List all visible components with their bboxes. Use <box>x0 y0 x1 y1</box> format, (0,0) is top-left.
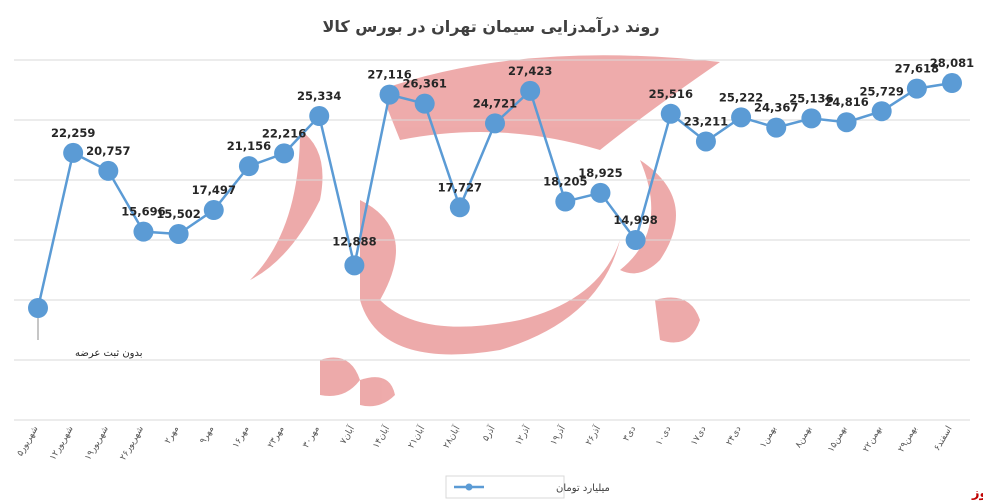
data-point <box>449 197 470 218</box>
legend-marker-icon <box>465 483 473 491</box>
data-label: 25,334 <box>297 89 341 103</box>
brand-logo-text: بورس نیوز <box>971 486 983 501</box>
data-point <box>555 191 576 212</box>
data-label: 26,361 <box>402 77 446 91</box>
data-label: بدون ثبت عرضه <box>75 348 143 359</box>
data-label: 25,516 <box>649 87 693 101</box>
data-point <box>63 142 84 163</box>
data-point <box>871 101 892 122</box>
data-point <box>801 108 822 129</box>
data-point <box>133 221 154 242</box>
data-label: 28,081 <box>930 56 974 70</box>
series-line-group <box>28 73 962 340</box>
data-label: 20,757 <box>86 144 130 158</box>
data-label: 23,211 <box>684 114 728 128</box>
chart-title: روند درآمدزایی سیمان تهران در بورس کالا <box>322 16 659 36</box>
data-point <box>274 143 295 164</box>
data-label: 15,502 <box>156 207 200 221</box>
data-label: 27,423 <box>508 64 552 78</box>
legend-box <box>445 475 565 499</box>
data-point <box>836 112 857 133</box>
data-label: 27,116 <box>367 68 411 82</box>
data-point <box>660 103 681 124</box>
data-point <box>731 107 752 128</box>
data-point <box>906 78 927 99</box>
data-point <box>238 156 259 177</box>
data-label: 12,888 <box>332 234 376 248</box>
data-point <box>485 113 505 134</box>
data-label: 18,205 <box>543 175 587 189</box>
data-label: 25,136 <box>789 91 833 105</box>
watermark-logo <box>250 55 720 407</box>
data-label: 22,216 <box>262 126 306 140</box>
data-point <box>625 230 646 251</box>
data-point <box>942 73 962 94</box>
data-label: 27,618 <box>895 62 939 76</box>
data-label: 24,367 <box>754 101 798 115</box>
data-point <box>520 80 541 101</box>
legend-label: میلیارد تومان <box>556 483 610 494</box>
data-point <box>28 298 48 318</box>
data-point <box>344 255 365 276</box>
legend: میلیارد تومان <box>445 475 610 499</box>
data-point <box>766 117 787 138</box>
data-label: 21,156 <box>227 139 271 153</box>
data-point <box>98 160 119 181</box>
data-point <box>379 84 400 105</box>
data-label: 25,222 <box>719 90 763 104</box>
data-label: 15,696 <box>121 205 165 219</box>
data-point <box>695 131 716 152</box>
data-point <box>414 93 435 114</box>
data-label: 24,816 <box>824 95 868 109</box>
data-point <box>203 200 224 221</box>
data-label: 22,259 <box>51 126 95 140</box>
data-point <box>590 182 611 203</box>
data-label: 18,925 <box>578 166 622 180</box>
data-label: 17,497 <box>192 183 236 197</box>
data-label: 14,998 <box>613 213 657 227</box>
data-label: 25,729 <box>859 84 903 98</box>
data-label: 17,727 <box>438 180 482 194</box>
data-point <box>168 223 189 244</box>
data-point <box>309 105 330 126</box>
data-label: 24,721 <box>473 96 517 110</box>
